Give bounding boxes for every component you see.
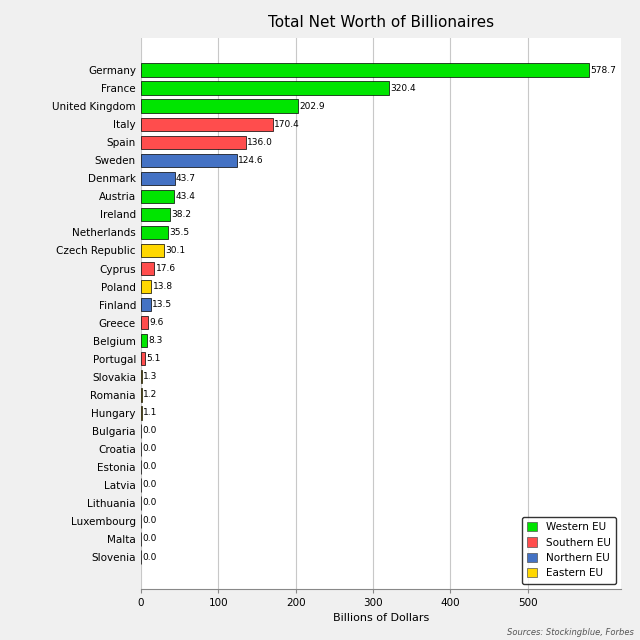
Bar [141, 316, 148, 330]
Text: 30.1: 30.1 [165, 246, 186, 255]
Text: 0.0: 0.0 [142, 426, 156, 435]
Bar [141, 370, 142, 383]
Text: 0.0: 0.0 [142, 462, 156, 472]
Text: 0.0: 0.0 [142, 481, 156, 490]
Text: 9.6: 9.6 [149, 318, 164, 327]
Text: 38.2: 38.2 [172, 210, 191, 219]
Legend: Western EU, Southern EU, Northern EU, Eastern EU: Western EU, Southern EU, Northern EU, Ea… [522, 516, 616, 584]
Bar [141, 136, 246, 149]
Bar [141, 244, 164, 257]
Text: 136.0: 136.0 [247, 138, 273, 147]
Text: 43.7: 43.7 [176, 174, 196, 183]
Title: Total Net Worth of Billionaires: Total Net Worth of Billionaires [268, 15, 494, 30]
Bar [141, 207, 170, 221]
Text: 17.6: 17.6 [156, 264, 176, 273]
Bar [141, 99, 298, 113]
Text: 1.3: 1.3 [143, 372, 157, 381]
Text: 1.1: 1.1 [143, 408, 157, 417]
Text: 0.0: 0.0 [142, 516, 156, 525]
Text: 13.8: 13.8 [153, 282, 173, 291]
Text: 5.1: 5.1 [146, 354, 160, 363]
Bar [141, 280, 152, 293]
Text: 0.0: 0.0 [142, 499, 156, 508]
Bar [141, 262, 154, 275]
Text: 202.9: 202.9 [299, 102, 324, 111]
Text: 124.6: 124.6 [239, 156, 264, 165]
Text: 0.0: 0.0 [142, 552, 156, 561]
Bar [141, 63, 589, 77]
Text: 320.4: 320.4 [390, 84, 415, 93]
Text: 170.4: 170.4 [274, 120, 300, 129]
Bar [141, 81, 389, 95]
Text: 13.5: 13.5 [152, 300, 173, 309]
Text: 0.0: 0.0 [142, 534, 156, 543]
Text: Sources: Stockingblue, Forbes: Sources: Stockingblue, Forbes [507, 628, 634, 637]
X-axis label: Billions of Dollars: Billions of Dollars [333, 613, 429, 623]
Text: 43.4: 43.4 [175, 192, 195, 201]
Text: 1.2: 1.2 [143, 390, 157, 399]
Bar [141, 118, 273, 131]
Bar [141, 334, 147, 348]
Bar [141, 352, 145, 365]
Text: 0.0: 0.0 [142, 444, 156, 453]
Bar [141, 154, 237, 167]
Text: 35.5: 35.5 [170, 228, 189, 237]
Bar [141, 172, 175, 185]
Text: 578.7: 578.7 [590, 66, 616, 75]
Bar [141, 298, 151, 311]
Bar [141, 226, 168, 239]
Text: 8.3: 8.3 [148, 336, 163, 345]
Bar [141, 189, 174, 203]
